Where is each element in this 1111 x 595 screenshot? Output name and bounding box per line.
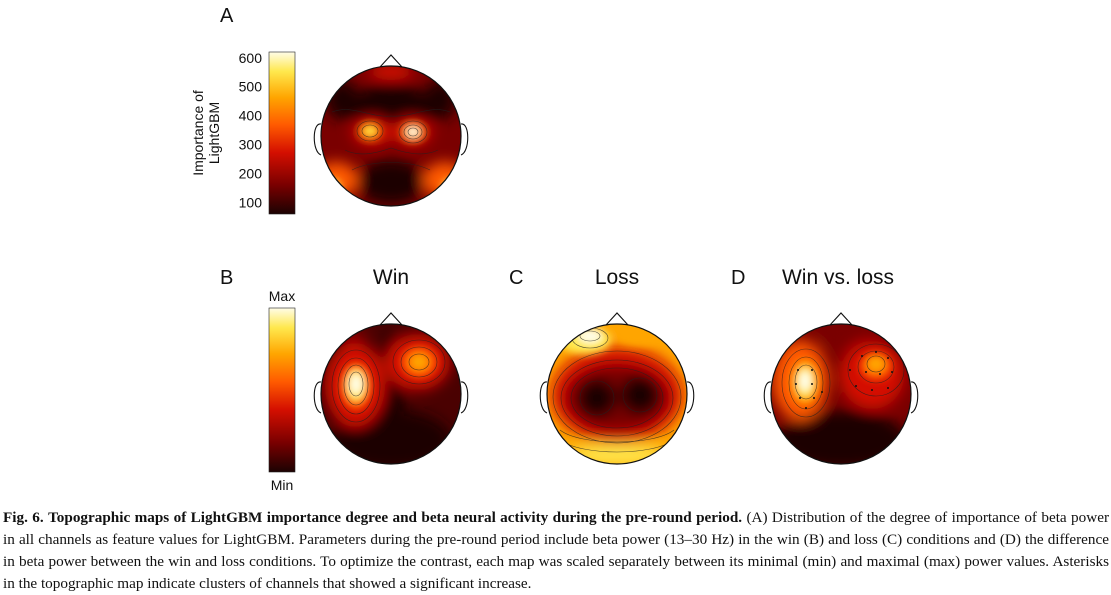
caption-fig-label: Fig. 6. bbox=[3, 509, 44, 526]
topomap-d bbox=[763, 312, 919, 465]
panel-d-letter: D bbox=[731, 267, 745, 289]
head-a-nose bbox=[379, 54, 403, 68]
colorbar-a-ticks: 600 500 400 300 200 100 bbox=[239, 50, 263, 211]
head-a-right-ear bbox=[460, 123, 469, 156]
head-b-nose bbox=[379, 312, 403, 326]
significance-markers bbox=[795, 351, 893, 409]
colorbar-a-tick-label: 500 bbox=[239, 79, 263, 95]
panel-c-title: Loss bbox=[595, 266, 639, 289]
head-b-right-ear bbox=[460, 381, 469, 414]
panel-d-title: Win vs. loss bbox=[782, 266, 894, 289]
caption-body: (A) Distribution of the degree of import… bbox=[3, 509, 1109, 592]
topomap-a bbox=[313, 54, 469, 207]
colorbar-max-label: Max bbox=[269, 288, 295, 304]
head-a-left-ear bbox=[313, 123, 322, 156]
figure-caption: Fig. 6. Topographic maps of LightGBM imp… bbox=[3, 507, 1109, 595]
head-d-outline bbox=[770, 323, 912, 465]
panel-a-letter: A bbox=[220, 5, 234, 27]
topomap-c bbox=[539, 312, 695, 465]
panel-b-title: Win bbox=[373, 266, 409, 289]
head-d-left-ear bbox=[763, 381, 772, 414]
colorbar-a-tick-label: 100 bbox=[239, 194, 263, 210]
head-c-nose bbox=[605, 312, 629, 326]
colorbar-min-label: Min bbox=[271, 477, 294, 493]
panel-b-letter: B bbox=[220, 267, 233, 289]
head-c-right-ear bbox=[686, 381, 695, 414]
topomap-b bbox=[313, 312, 469, 465]
panel-a: A Importance of LightGBM 600 500 400 300 200… bbox=[190, 5, 469, 215]
panel-c: C Loss bbox=[509, 266, 695, 465]
head-c-outline bbox=[546, 323, 688, 465]
colorbar-a-tick-label: 200 bbox=[239, 166, 263, 182]
head-b-outline bbox=[320, 323, 462, 465]
panel-d: D Win vs. loss bbox=[731, 266, 919, 465]
colorbar-a-tick-label: 300 bbox=[239, 137, 263, 153]
head-b-left-ear bbox=[313, 381, 322, 414]
head-a-outline bbox=[320, 65, 462, 207]
colorbar-a-label-line2: LightGBM bbox=[206, 102, 222, 164]
colorbar-a-label-line1: Importance of bbox=[190, 90, 206, 176]
head-c-left-ear bbox=[539, 381, 548, 414]
head-d-nose bbox=[829, 312, 853, 326]
panel-c-letter: C bbox=[509, 267, 523, 289]
colorbar-a bbox=[268, 51, 296, 215]
colorbar-a-tick-label: 400 bbox=[239, 108, 263, 124]
panel-b: B Win Max Min bbox=[220, 266, 469, 493]
figure-6: A Importance of LightGBM 600 500 400 300 200… bbox=[190, 5, 919, 493]
head-d-right-ear bbox=[910, 381, 919, 414]
colorbar-a-tick-label: 600 bbox=[239, 50, 263, 66]
colorbar-b bbox=[268, 307, 296, 473]
caption-bold-title: Topographic maps of LightGBM importance … bbox=[48, 509, 743, 526]
